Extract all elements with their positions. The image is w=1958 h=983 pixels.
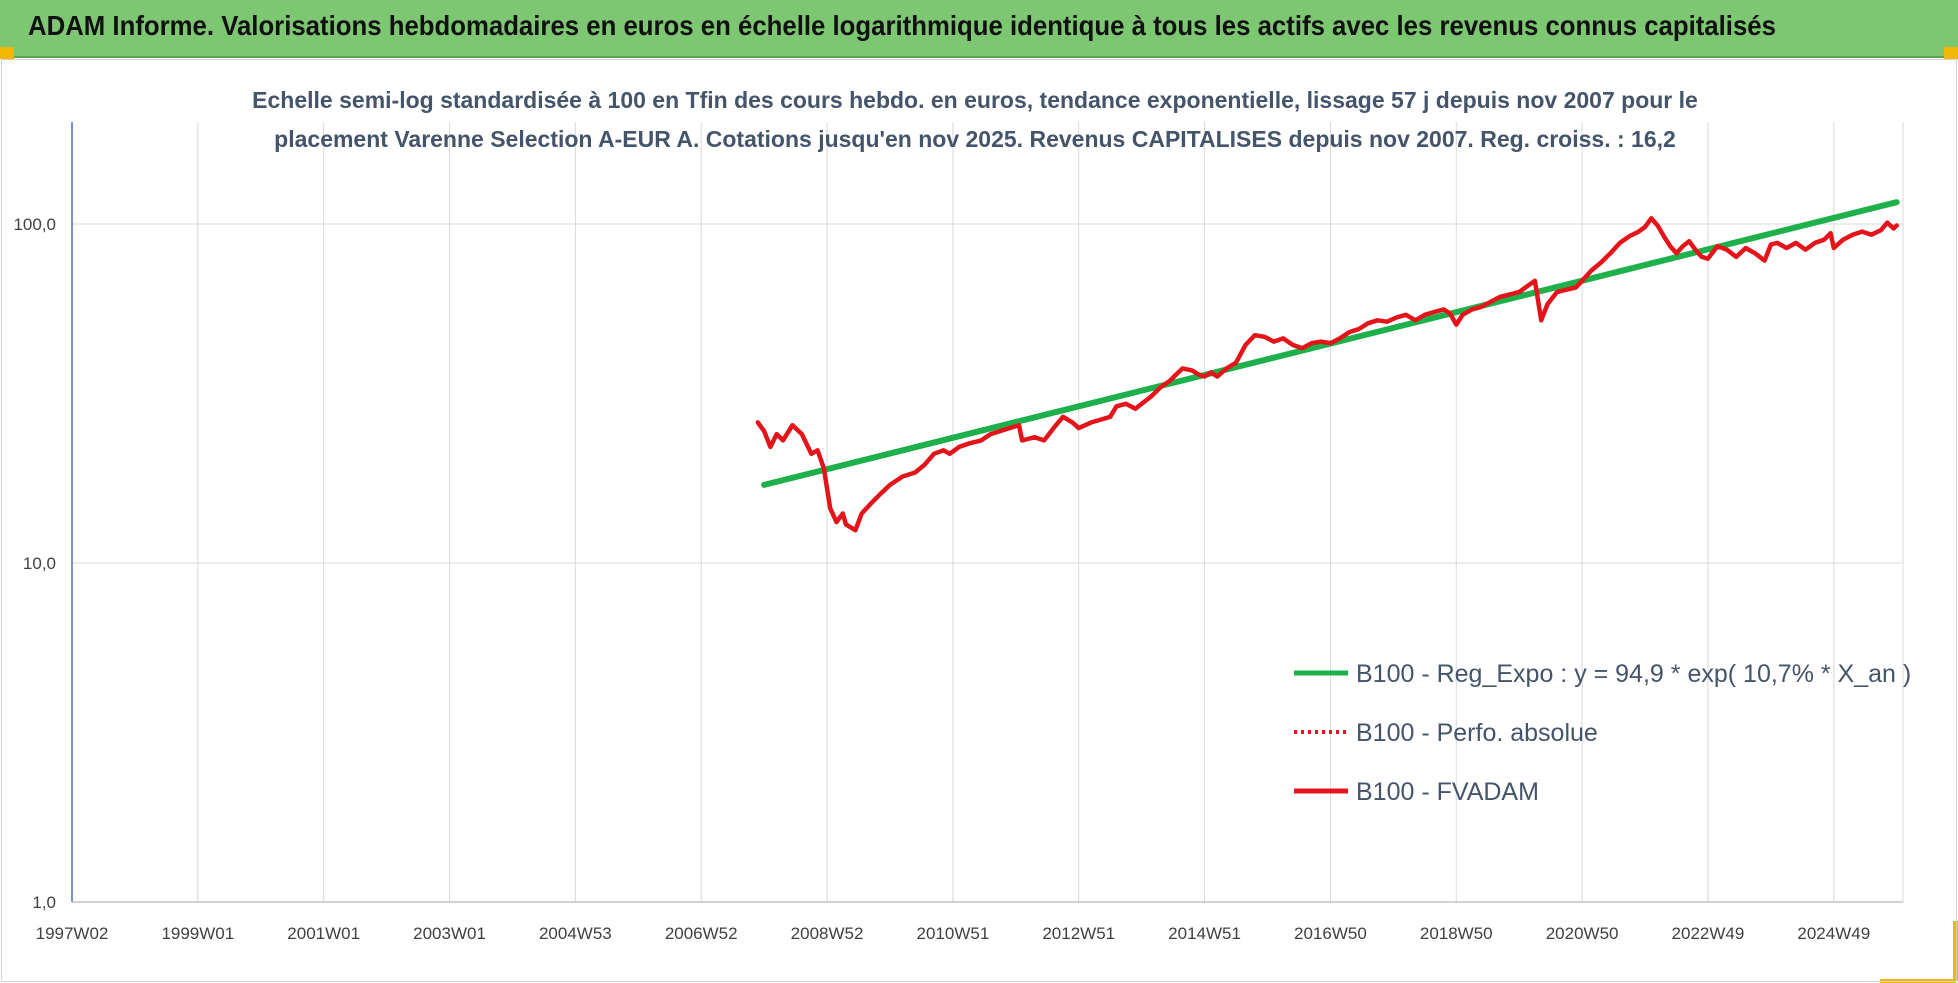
x-tick-label: 2024W49 <box>1797 924 1870 943</box>
report-title: ADAM Informe. Valorisations hebdomadaire… <box>28 10 1776 41</box>
x-tick-label: 2006W52 <box>665 924 738 943</box>
x-tick-label: 2012W51 <box>1042 924 1115 943</box>
line-fvadam <box>755 216 1899 533</box>
y-tick-label: 100,0 <box>13 215 56 234</box>
corner-marker-top-right <box>1944 47 1958 59</box>
report-banner: ADAM Informe. Valorisations hebdomadaire… <box>0 0 1958 58</box>
x-tick-label: 2004W53 <box>539 924 612 943</box>
legend-label-reg-expo: B100 - Reg_Expo : y = 94,9 * exp( 10,7% … <box>1356 660 1911 688</box>
chart-title-line-1: Echelle semi-log standardisée à 100 en T… <box>252 87 1698 113</box>
x-tick-label: 2014W51 <box>1168 924 1241 943</box>
x-tick-label: 1997W02 <box>36 924 109 943</box>
legend: B100 - Reg_Expo : y = 94,9 * exp( 10,7% … <box>1294 660 1911 806</box>
x-tick-label: 2020W50 <box>1546 924 1619 943</box>
tick-labels: 1997W02 1999W01 2001W01 2003W01 2004W53 2006W… <box>13 215 1870 943</box>
x-tick-label: 2010W51 <box>917 924 990 943</box>
x-tick-label: 2001W01 <box>287 924 360 943</box>
axes <box>71 122 1903 903</box>
x-tick-label: 2008W52 <box>791 924 864 943</box>
legend-label-fvadam: B100 - FVADAM <box>1356 778 1539 806</box>
y-tick-label: 10,0 <box>23 554 56 573</box>
legend-label-perfo-absolue: B100 - Perfo. absolue <box>1356 719 1598 747</box>
chart-title-line-2: placement Varenne Selection A-EUR A. Cot… <box>274 126 1676 152</box>
corner-marker-top-left <box>0 47 14 59</box>
y-tick-label: 1,0 <box>32 893 56 912</box>
x-tick-label: 2003W01 <box>413 924 486 943</box>
corner-marker-bottom-right <box>1953 921 1958 981</box>
grid-lines <box>72 122 1904 903</box>
x-tick-label: 2016W50 <box>1294 924 1367 943</box>
x-tick-label: 2018W50 <box>1420 924 1493 943</box>
chart-frame <box>1 59 1957 982</box>
plot-series <box>755 199 1900 533</box>
x-tick-label: 1999W01 <box>161 924 234 943</box>
x-tick-label: 2022W49 <box>1672 924 1745 943</box>
